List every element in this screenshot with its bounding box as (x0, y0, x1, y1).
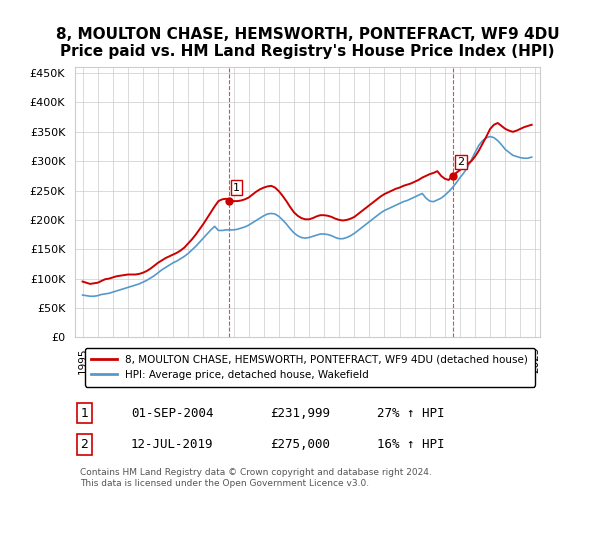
Text: 12-JUL-2019: 12-JUL-2019 (131, 438, 214, 451)
Text: 16% ↑ HPI: 16% ↑ HPI (377, 438, 445, 451)
Text: 27% ↑ HPI: 27% ↑ HPI (377, 407, 445, 419)
Text: £231,999: £231,999 (270, 407, 330, 419)
Text: £275,000: £275,000 (270, 438, 330, 451)
Text: 01-SEP-2004: 01-SEP-2004 (131, 407, 214, 419)
Legend: 8, MOULTON CHASE, HEMSWORTH, PONTEFRACT, WF9 4DU (detached house), HPI: Average : 8, MOULTON CHASE, HEMSWORTH, PONTEFRACT,… (85, 348, 535, 386)
Text: 1: 1 (80, 407, 88, 419)
Text: Contains HM Land Registry data © Crown copyright and database right 2024.
This d: Contains HM Land Registry data © Crown c… (80, 469, 431, 488)
Text: 2: 2 (80, 438, 88, 451)
Title: 8, MOULTON CHASE, HEMSWORTH, PONTEFRACT, WF9 4DU
Price paid vs. HM Land Registry: 8, MOULTON CHASE, HEMSWORTH, PONTEFRACT,… (56, 27, 559, 59)
Text: 2: 2 (458, 157, 464, 167)
Text: 1: 1 (233, 183, 240, 193)
